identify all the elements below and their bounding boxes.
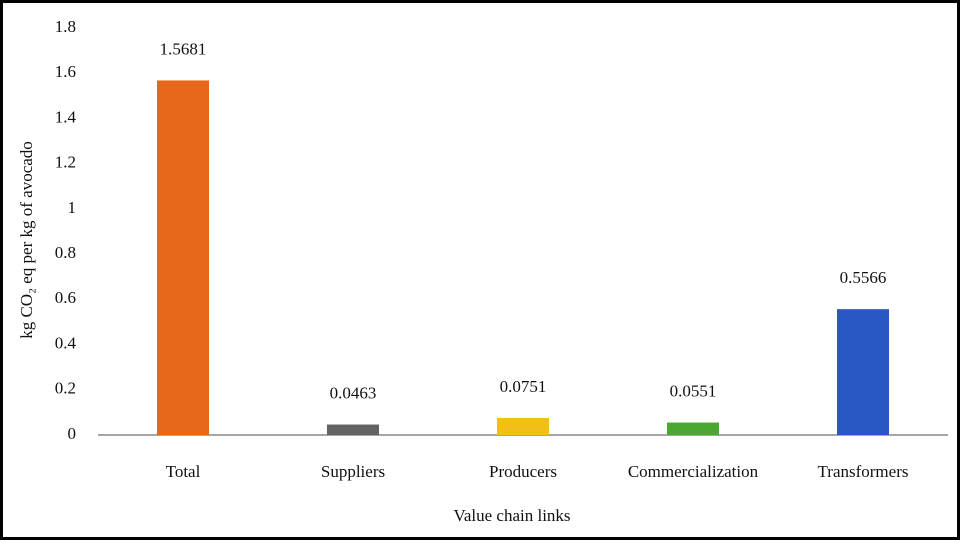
- y-tick-label: 0.6: [55, 288, 76, 307]
- x-tick-label: Commercialization: [628, 462, 759, 481]
- bar: [667, 422, 719, 435]
- x-tick-label: Producers: [489, 462, 557, 481]
- y-tick-label: 1: [68, 198, 77, 217]
- y-tick-label: 0.2: [55, 379, 76, 398]
- y-tick-label: 0.8: [55, 243, 76, 262]
- value-label: 0.0551: [670, 381, 717, 400]
- bar: [327, 424, 379, 435]
- y-tick-label: 1.6: [55, 62, 76, 81]
- value-label: 1.5681: [160, 39, 207, 58]
- y-tick-label: 1.8: [55, 17, 76, 36]
- chart-background: [3, 3, 957, 537]
- bar: [837, 309, 889, 435]
- y-tick-label: 0.4: [55, 333, 77, 352]
- value-label: 0.5566: [840, 268, 887, 287]
- value-label: 0.0751: [500, 377, 547, 396]
- y-tick-label: 1.4: [55, 107, 77, 126]
- y-tick-label: 0: [68, 424, 77, 443]
- y-tick-label: 1.2: [55, 153, 76, 172]
- bar: [497, 418, 549, 435]
- x-tick-label: Total: [166, 462, 201, 481]
- x-axis-label: Value chain links: [453, 506, 570, 525]
- bar: [157, 80, 209, 435]
- x-tick-label: Transformers: [818, 462, 909, 481]
- value-label: 0.0463: [330, 383, 377, 402]
- y-axis-label: kg CO₂ eq per kg of avocado: [17, 141, 36, 339]
- x-tick-label: Suppliers: [321, 462, 385, 481]
